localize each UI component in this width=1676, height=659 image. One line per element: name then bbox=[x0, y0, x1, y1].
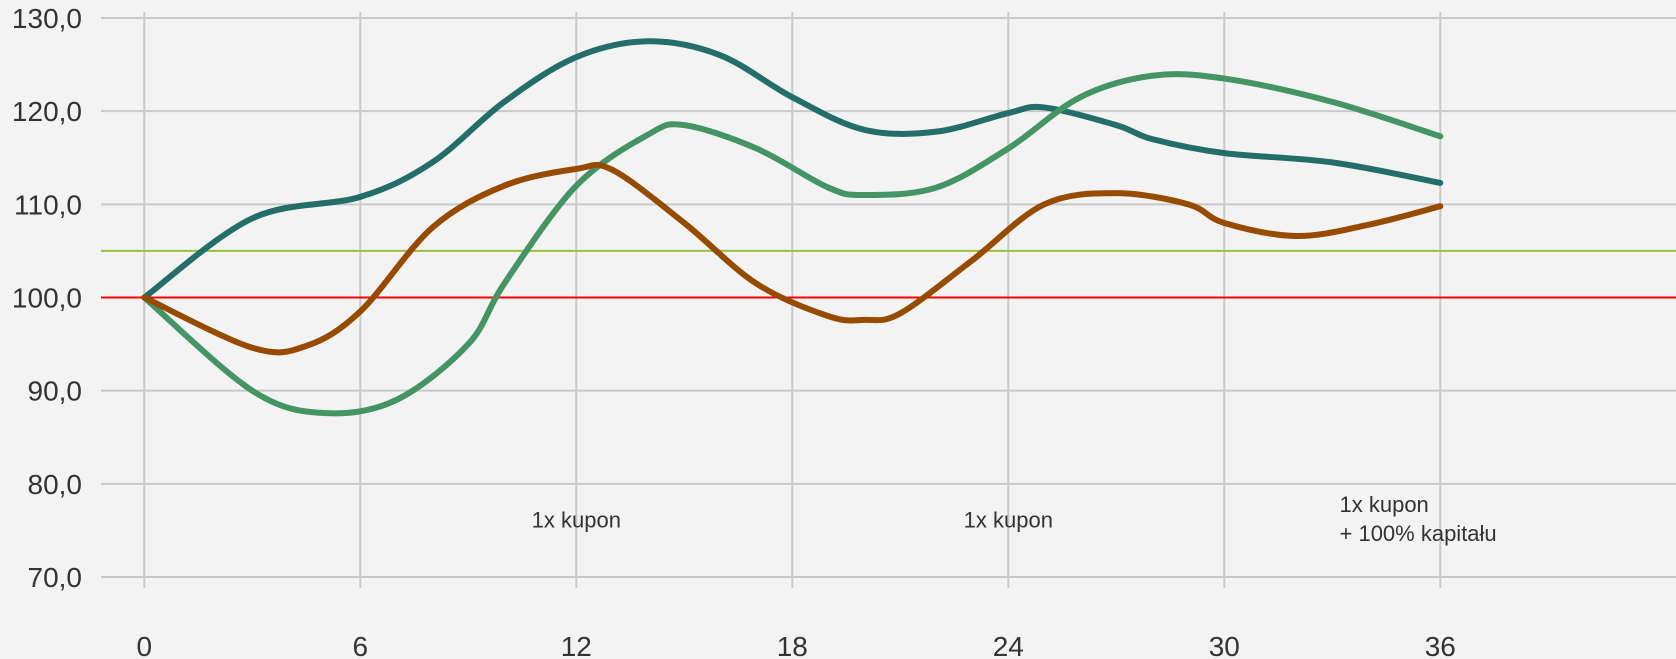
series-teal bbox=[141, 38, 1444, 301]
annotation: 1x kupon bbox=[532, 508, 621, 533]
annotation-line: 1x kupon bbox=[1340, 492, 1429, 517]
y-tick-label: 120,0 bbox=[12, 96, 82, 127]
x-tick-label: 18 bbox=[777, 631, 808, 659]
annotations: 1x kupon 1x kupon 1x kupon + 100% kapitału bbox=[532, 492, 1497, 546]
y-tick-label: 90,0 bbox=[28, 376, 83, 407]
y-tick-label: 80,0 bbox=[28, 469, 83, 500]
series-lines bbox=[141, 38, 1444, 417]
annotation: 1x kupon + 100% kapitału bbox=[1340, 492, 1497, 546]
reference-lines bbox=[101, 249, 1676, 299]
y-tick-label: 100,0 bbox=[12, 283, 82, 314]
annotation: 1x kupon bbox=[964, 508, 1053, 533]
annotation-line: 1x kupon bbox=[964, 508, 1053, 533]
series-green bbox=[141, 71, 1444, 417]
vertical-gridlines bbox=[143, 12, 1442, 588]
annotation-line: 1x kupon bbox=[532, 508, 621, 533]
annotation-line: + 100% kapitału bbox=[1340, 521, 1497, 546]
x-axis-tick-labels: 0 6 12 18 24 30 36 bbox=[137, 631, 1456, 659]
y-tick-label: 110,0 bbox=[14, 189, 82, 220]
x-tick-label: 0 bbox=[137, 631, 153, 659]
x-tick-label: 12 bbox=[561, 631, 592, 659]
x-tick-label: 24 bbox=[993, 631, 1024, 659]
x-tick-label: 30 bbox=[1209, 631, 1240, 659]
y-axis-tick-labels: 70,0 80,0 90,0 100,0 110,0 120,0 130,0 bbox=[12, 3, 82, 593]
x-tick-label: 6 bbox=[353, 631, 369, 659]
y-tick-label: 130,0 bbox=[12, 3, 82, 34]
x-tick-label: 36 bbox=[1425, 631, 1456, 659]
series-brown bbox=[141, 161, 1444, 356]
y-tick-label: 70,0 bbox=[28, 562, 83, 593]
